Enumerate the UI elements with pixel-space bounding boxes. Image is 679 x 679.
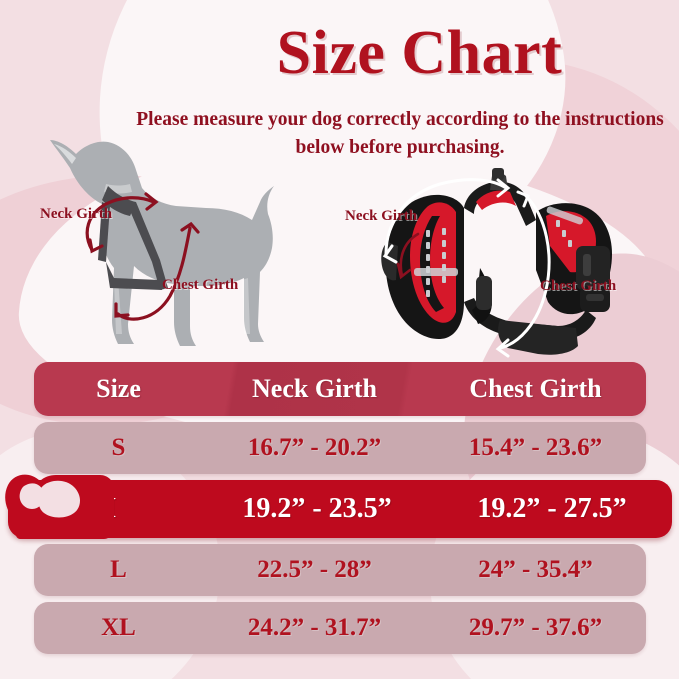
size-value: M: [89, 493, 117, 524]
size-value: L: [110, 556, 127, 583]
chest-girth-arrow: [114, 221, 200, 321]
dog-silhouette-diagram: [50, 140, 274, 346]
right-neck-girth-label: Neck Girth: [345, 208, 418, 224]
left-chest-girth-label: Chest Girth: [162, 277, 239, 293]
column-header-chest-girth: Chest Girth: [469, 374, 602, 403]
table-row[interactable]: L 22.5” - 28” 24” - 35.4”: [33, 544, 646, 596]
harness-buckle: [576, 246, 610, 312]
dog-harness-photo: [381, 168, 612, 358]
column-header-size: Size: [96, 374, 141, 403]
chest-value: 15.4” - 23.6”: [468, 434, 603, 461]
size-value: S: [111, 434, 126, 461]
harness-left-panel: [381, 194, 464, 340]
harness-belly-strap: [464, 268, 596, 355]
neck-value: 22.5” - 28”: [257, 556, 372, 583]
neck-value: 24.2” - 31.7”: [247, 614, 382, 641]
chest-girth-band: [106, 202, 168, 290]
page-subtitle: Please measure your dog correctly accord…: [136, 109, 664, 158]
neck-value: 16.7” - 20.2”: [247, 434, 382, 461]
column-header-neck-girth: Neck Girth: [252, 374, 377, 403]
chest-value: 19.2” - 27.5”: [477, 493, 627, 524]
neck-value: 19.2” - 23.5”: [242, 493, 392, 524]
dog-body-silhouette: [50, 140, 274, 346]
size-value: XL: [101, 614, 136, 641]
reflective-stitching: [426, 228, 446, 297]
size-chart-table: Size Neck Girth Chest Girth S 16.7” - 20…: [0, 362, 679, 660]
table-header-row: Size Neck Girth Chest Girth: [33, 362, 646, 416]
chest-value: 29.7” - 37.6”: [468, 614, 603, 641]
left-neck-girth-label: Neck Girth: [40, 206, 113, 222]
chest-girth-arrow: [495, 190, 551, 358]
neck-girth-arrow: [85, 192, 159, 254]
chest-value: 24” - 35.4”: [478, 556, 593, 583]
table-row-highlighted[interactable]: M 19.2” - 23.5” 19.2” - 27.5”: [5, 474, 672, 539]
neck-girth-arrow-inner: [396, 232, 420, 280]
page-title: Size Chart: [276, 19, 563, 87]
table-row[interactable]: XL 24.2” - 31.7” 29.7” - 37.6”: [33, 602, 646, 654]
neck-girth-arrow: [382, 178, 511, 264]
right-chest-girth-label: Chest Girth: [540, 278, 617, 294]
table-row[interactable]: S 16.7” - 20.2” 15.4” - 23.6”: [33, 422, 646, 474]
reflective-stitching: [556, 220, 572, 247]
